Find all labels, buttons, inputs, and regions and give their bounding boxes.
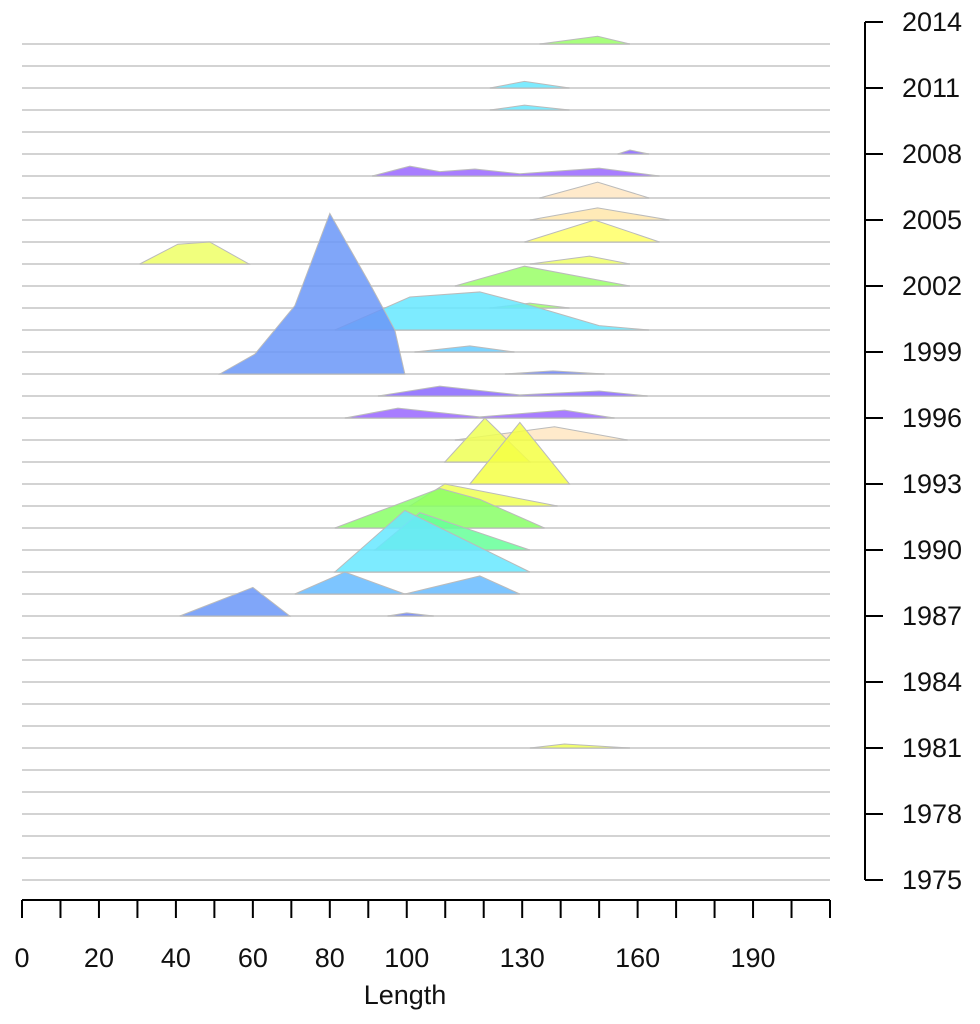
ridge (372, 165, 660, 177)
x-tick-label: 160 (615, 943, 660, 973)
ridge (529, 255, 631, 265)
y-tick-label: 2011 (902, 73, 960, 103)
y-tick-label: 1993 (902, 469, 962, 499)
ridge (539, 181, 650, 199)
y-tick-label: 1999 (902, 337, 962, 367)
ridge (539, 35, 631, 45)
y-tick-label: 2014 (902, 7, 962, 37)
y-tick-label: 1978 (902, 799, 962, 829)
ridge (294, 571, 521, 595)
x-axis-label: Length (364, 980, 447, 1010)
ridge (217, 212, 406, 375)
y-tick-label: 2002 (902, 271, 962, 301)
ridge (489, 80, 570, 89)
ridge (468, 421, 571, 485)
x-tick-label: 60 (238, 943, 268, 973)
ridge (334, 487, 545, 529)
y-tick-label: 1996 (902, 403, 962, 433)
ridge (334, 291, 650, 331)
ridge (524, 219, 660, 243)
y-tick-label: 1975 (902, 865, 962, 895)
ridge (504, 370, 605, 375)
ridge (333, 509, 531, 573)
ridge (617, 149, 650, 155)
ridge (377, 385, 648, 397)
x-tick-label: 100 (384, 943, 429, 973)
ridge (387, 612, 434, 617)
ridge (529, 743, 630, 749)
ridge (414, 345, 515, 353)
ridge (529, 207, 670, 221)
ridge (179, 586, 292, 617)
x-tick-label: 80 (315, 943, 345, 973)
x-tick-label: 20 (84, 943, 114, 973)
ridge (139, 241, 251, 265)
x-tick-label: 40 (161, 943, 191, 973)
y-tick-label: 2005 (902, 205, 962, 235)
ridge (344, 407, 615, 419)
y-tick-label: 1987 (902, 601, 962, 631)
ridge (489, 104, 570, 111)
ridge (454, 265, 631, 287)
y-tick-label: 2008 (902, 139, 962, 169)
x-tick-label: 130 (500, 943, 545, 973)
x-tick-label: 0 (14, 943, 29, 973)
y-tick-label: 1984 (902, 667, 962, 697)
y-tick-label: 1990 (902, 535, 962, 565)
x-tick-label: 190 (731, 943, 776, 973)
y-tick-label: 1981 (902, 733, 962, 763)
